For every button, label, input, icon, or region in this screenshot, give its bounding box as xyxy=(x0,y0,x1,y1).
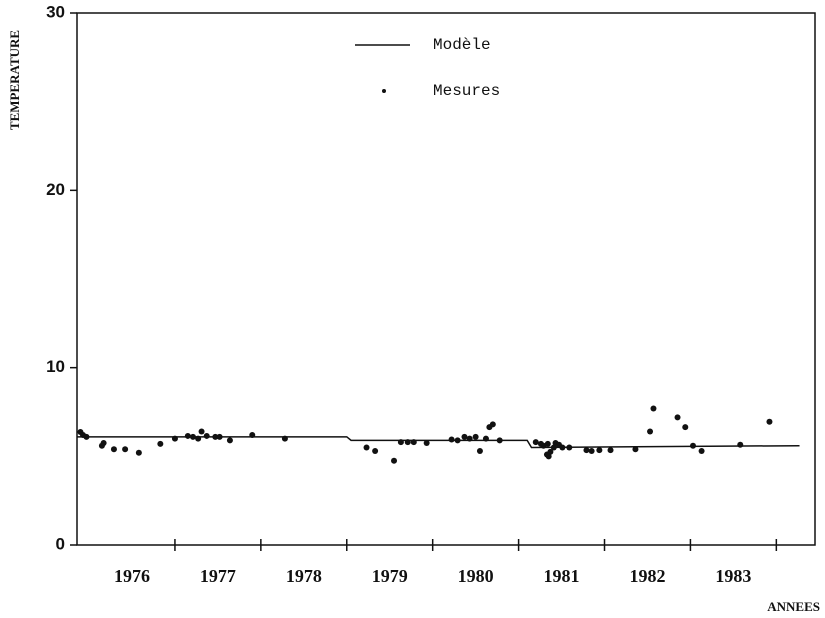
measure-point xyxy=(682,424,689,431)
measure-point xyxy=(135,449,142,456)
measure-point xyxy=(212,433,219,440)
measure-point xyxy=(249,432,256,439)
measure-point xyxy=(397,439,404,446)
measure-point xyxy=(281,435,288,442)
measure-point xyxy=(404,439,411,446)
measure-point xyxy=(607,447,614,454)
y-tick-label: 20 xyxy=(46,180,65,199)
measure-point xyxy=(476,448,483,455)
model-line xyxy=(77,436,800,449)
measure-point xyxy=(226,437,233,444)
measure-point xyxy=(547,448,554,455)
measure-point xyxy=(532,439,539,446)
measure-point xyxy=(737,441,744,448)
measure-point xyxy=(698,448,705,455)
x-tick-label: 1983 xyxy=(715,566,751,586)
measure-point xyxy=(203,432,210,439)
measure-point xyxy=(423,440,430,447)
measure-point xyxy=(189,433,196,440)
measure-point xyxy=(472,433,479,440)
y-axis-label: TEMPERATURE xyxy=(7,30,22,130)
x-tick-label: 1977 xyxy=(200,566,236,586)
measure-point xyxy=(216,433,223,440)
x-tick-label: 1976 xyxy=(114,566,150,586)
measure-point xyxy=(544,440,551,447)
x-tick-label: 1981 xyxy=(544,566,580,586)
measure-point xyxy=(566,444,573,451)
measure-point xyxy=(454,437,461,444)
legend-label: Modèle xyxy=(433,36,491,54)
measure-point xyxy=(110,446,117,453)
measure-point xyxy=(588,448,595,455)
measure-point xyxy=(559,444,566,451)
measure-point xyxy=(391,457,398,464)
legend-label: Mesures xyxy=(433,82,500,100)
measure-point xyxy=(100,440,107,447)
measure-point xyxy=(482,435,489,442)
measure-point xyxy=(632,446,639,453)
x-axis-label: ANNEES xyxy=(767,599,820,614)
y-tick-label: 30 xyxy=(46,2,65,21)
measure-point xyxy=(461,433,468,440)
x-tick-label: 1979 xyxy=(372,566,408,586)
y-tick-label: 10 xyxy=(46,357,65,376)
measure-point xyxy=(195,435,202,442)
measure-point xyxy=(448,436,455,443)
measure-point xyxy=(466,435,473,442)
measure-point xyxy=(171,435,178,442)
y-tick-label: 0 xyxy=(56,534,65,553)
x-tick-label: 1978 xyxy=(286,566,322,586)
measure-point xyxy=(583,447,590,454)
legend-dot xyxy=(382,89,386,93)
measure-point xyxy=(157,440,164,447)
measure-point xyxy=(489,421,496,428)
measure-point xyxy=(674,414,681,421)
measure-point xyxy=(496,437,503,444)
x-tick-label: 1982 xyxy=(629,566,665,586)
measure-point xyxy=(690,442,697,449)
measure-point xyxy=(372,448,379,455)
measure-point xyxy=(647,428,654,435)
measure-point xyxy=(410,439,417,446)
measure-point xyxy=(363,444,370,451)
measure-point xyxy=(766,418,773,425)
x-tick-label: 1980 xyxy=(458,566,494,586)
measure-point xyxy=(198,428,205,435)
plot-frame xyxy=(76,12,816,546)
measure-point xyxy=(122,446,129,453)
measure-point xyxy=(184,432,191,439)
measure-point xyxy=(596,447,603,454)
measure-point xyxy=(83,433,90,440)
measure-point xyxy=(650,405,657,412)
